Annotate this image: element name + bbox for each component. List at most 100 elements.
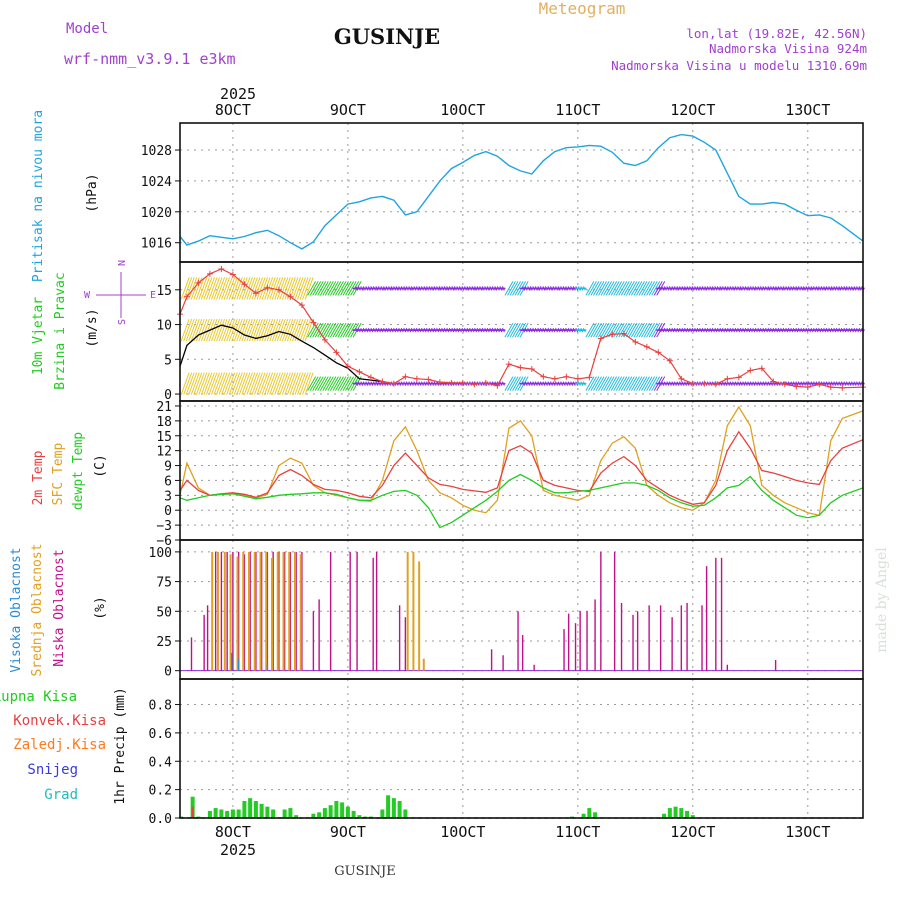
wind-barb [279,318,289,342]
temp-unit: (C) [93,454,108,477]
wind-barb [608,281,618,296]
wind-barb [600,376,610,391]
wind-barb [211,318,220,342]
wind-barb [221,277,231,300]
wind-barb [284,318,294,342]
wind-barb [213,277,223,300]
wind-barb [630,281,640,296]
wind-barb [289,372,299,395]
wind-barb [630,322,640,338]
wind-barb [216,318,226,342]
wind-barb [203,318,213,342]
y-tick-label: 0.2 [149,784,172,799]
wind-barb [271,372,281,395]
data-layer [177,133,866,819]
wind-barb [509,322,519,338]
precip-bar [679,808,684,818]
wind-barb [297,372,306,395]
wind-barb [335,376,344,391]
wind-barb [190,318,200,342]
precip-bar [685,810,690,818]
wind-barb [294,277,304,300]
y-tick-label: 0.0 [149,812,172,827]
wind-barb [208,372,218,395]
wind-barb [347,376,357,391]
precip-bar [248,798,253,818]
wind-barb [281,277,291,300]
wind-barb [337,376,347,391]
y-tick-label: 6 [164,474,172,489]
wind-barb [590,322,600,338]
wind-barb [514,376,524,391]
precip-bar [213,808,218,818]
wind-barb [317,281,327,296]
precip-bar [236,809,241,818]
wind-barb [276,277,286,300]
wind-key-s: S [117,319,128,325]
wind-barb [501,327,505,333]
wind-barb [256,277,266,300]
wind-barb [342,376,352,391]
wind-barb [314,322,324,338]
wind-barb [251,372,261,395]
wind-barb [208,318,218,342]
wind-barb [218,318,228,342]
wind-barb [638,281,648,296]
y-tick-label: 1028 [141,144,172,159]
wind-barb [193,372,203,395]
wind-barb [638,322,648,338]
precip-bar [380,809,385,818]
legend-freezing-rain: Zaledj.Kisa [13,737,106,753]
wind-barb [340,281,349,296]
bottom-tick-label: 10OCT [440,823,485,841]
wind-barb [203,277,213,300]
precip-bar [391,798,396,818]
precip-bar [334,800,339,818]
wind-barb [582,286,586,291]
elevation-readout: Nadmorska Visina 924m [709,41,867,56]
wind-barb [329,281,339,296]
precip-bar [253,800,258,818]
precip-bar [403,809,408,818]
wind-barb [507,376,516,391]
precip-bar [219,809,224,818]
footer-station: GUSINJE [334,864,395,879]
wind-barb [314,281,324,296]
pressure-unit: (hPa) [85,173,100,212]
y-tick-label: 10 [156,319,172,334]
wind-barb [509,376,519,391]
wind-barb [651,322,661,338]
y-tick-label: 1016 [141,237,172,252]
temp-line-0 [179,430,864,505]
wind-barb [286,318,296,342]
wind-barb [291,372,301,395]
top-tick-label: 11OCT [555,101,600,119]
y-tick-label: 0 [164,665,172,680]
top-tick-label: 10OCT [440,101,485,119]
wind-barb [335,322,344,338]
wind-barb [507,322,516,338]
y-tick-label: 100 [149,546,172,561]
wind-barb [587,376,597,391]
wind-barb [294,372,304,395]
y-tick-label: −3 [156,519,172,534]
y-tick-label: 0 [164,388,172,403]
y-tick-label: 50 [156,605,172,620]
wind-barb [585,376,595,391]
model-label: Model [66,21,108,37]
wind-barb [246,277,256,300]
legend-snow: Snijeg [27,762,78,778]
wind-barb [342,322,352,338]
wind-barb [238,318,248,342]
wind-barb [620,376,630,391]
wind-barb [628,281,638,296]
wind-barb [585,281,595,296]
precip-bar [207,810,212,818]
wind-barb [646,376,656,391]
wind-barb [636,376,645,391]
wind-barb [211,277,220,300]
wind-barb [226,372,236,395]
wind-barb [216,372,226,395]
precip-bar [282,809,287,818]
wind-barb [180,277,190,300]
